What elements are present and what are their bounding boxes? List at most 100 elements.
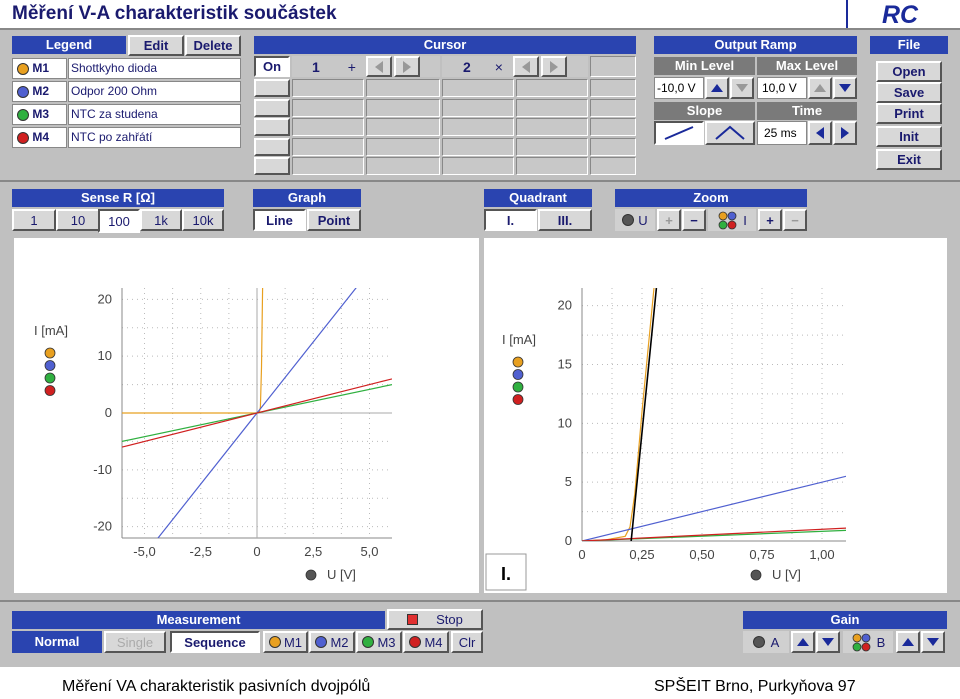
stop-button[interactable]: Stop [387, 609, 483, 630]
stop-icon [407, 614, 419, 625]
plot-quadrant-1[interactable]: 0 0,25 0,50 0,75 1,00 20 15 10 5 0 I [mA] U [V] I. [484, 238, 947, 593]
cursor-2-header: 2 × [442, 56, 588, 77]
sense-1-button[interactable]: 1 [12, 209, 56, 231]
slope-ramp-button[interactable] [654, 121, 704, 145]
legend-item-m2[interactable]: M2 Odpor 200 Ohm [12, 81, 241, 102]
legend-dot [512, 356, 524, 368]
gain-b-down-button[interactable] [921, 631, 945, 653]
m1-id: M1 [32, 61, 50, 75]
measure-m2-button[interactable]: M2 [309, 631, 355, 653]
time-label: Time [757, 102, 857, 120]
cursor-on-button[interactable]: On [254, 56, 290, 77]
y-axis-label: I [mA] [502, 332, 536, 347]
init-button[interactable]: Init [876, 126, 942, 147]
x-tick-label: 1,00 [809, 547, 834, 562]
x-axis-label: U [V] [772, 567, 801, 582]
min-level-up-button[interactable] [705, 77, 729, 99]
x-tick-label: -2,5 [190, 544, 212, 559]
application-window: Měření V-A charakteristik součástek RC L… [0, 0, 960, 667]
graph-point-button[interactable]: Point [307, 209, 361, 231]
cursor-cell [516, 157, 588, 175]
time-decrease-button[interactable] [808, 121, 832, 145]
save-button[interactable]: Save [876, 82, 942, 103]
cursor-cell [292, 118, 364, 136]
normal-mode-button[interactable]: Normal [12, 631, 102, 653]
measure-m4-button[interactable]: M4 [403, 631, 449, 653]
rc-logo: RC [882, 1, 919, 29]
plot-full-range[interactable]: -5,0 -2,5 0 2,5 5,0 20 10 0 -10 -20 I [mA] U [V] [14, 238, 479, 593]
max-level-down-button[interactable] [833, 77, 857, 99]
sense-1k-button[interactable]: 1k [140, 209, 182, 231]
m3-id: M3 [32, 107, 50, 121]
min-level-down-button[interactable] [730, 77, 754, 99]
cursor-cell [442, 157, 514, 175]
cursor-2-right-button[interactable] [540, 56, 567, 77]
m1-label: Shottkyho dioda [68, 58, 241, 79]
cursor-2-left-button[interactable] [512, 56, 539, 77]
app-title: Měření V-A charakteristik součástek [12, 3, 337, 24]
zoom-i-axis: I [708, 209, 756, 231]
zoom-i-plus-button[interactable]: + [758, 209, 782, 231]
cursor-row-toggle[interactable] [254, 98, 290, 117]
sense-100-button[interactable]: 100 [98, 209, 140, 233]
sequence-mode-button[interactable]: Sequence [170, 631, 260, 653]
m1-color-dot [17, 62, 29, 75]
cursor-cell [292, 137, 364, 156]
zoom-u-minus-button[interactable]: − [682, 209, 706, 231]
zoom-i-minus-button[interactable]: − [783, 209, 807, 231]
cursor-row-toggle[interactable] [254, 118, 290, 136]
open-button[interactable]: Open [876, 61, 942, 82]
cursor-row-toggle[interactable] [254, 79, 290, 97]
legend-item-m3[interactable]: M3 NTC za studena [12, 104, 241, 125]
x-tick-label: 5,0 [360, 544, 378, 559]
series-line-5 [630, 288, 658, 541]
zoom-u-plus-button[interactable]: + [657, 209, 681, 231]
quadrant-3-button[interactable]: III. [538, 209, 592, 231]
footer-left-caption: Měření VA charakteristik pasivních dvojp… [62, 678, 371, 695]
y-tick-label: 15 [558, 356, 572, 371]
cursor-cell [442, 79, 514, 97]
cursor-cell [366, 79, 440, 97]
sense-10k-button[interactable]: 10k [182, 209, 224, 231]
gain-b-up-button[interactable] [896, 631, 920, 653]
quadrant-1-button[interactable]: I. [484, 209, 537, 231]
measure-m1-button[interactable]: M1 [263, 631, 308, 653]
cursor-extra-cell [590, 56, 636, 77]
measure-m3-button[interactable]: M3 [356, 631, 402, 653]
legend-item-m1[interactable]: M1 Shottkyho dioda [12, 58, 241, 79]
gain-a-down-button[interactable] [816, 631, 840, 653]
edit-button[interactable]: Edit [128, 35, 184, 56]
cursor-row-toggle[interactable] [254, 137, 290, 156]
multi-dot-icon [852, 633, 871, 652]
cursor-cell [516, 118, 588, 136]
min-level-value: -10,0 V [654, 77, 704, 99]
cursor-table [254, 79, 636, 175]
slope-triangle-button[interactable] [705, 121, 755, 145]
file-header: File [870, 36, 948, 54]
triangle-ramp-icon [715, 125, 745, 140]
m2-id: M2 [32, 84, 50, 98]
cursor-row-toggle[interactable] [254, 157, 290, 175]
delete-button[interactable]: Delete [185, 35, 241, 56]
m4-label: NTC po zahřátí [68, 127, 241, 148]
cursor-cell [366, 157, 440, 175]
cursor-1-symbol: + [347, 58, 356, 75]
sense-10-button[interactable]: 10 [56, 209, 100, 231]
cursor-1-right-button[interactable] [393, 56, 420, 77]
x-tick-label: 0,25 [629, 547, 654, 562]
time-increase-button[interactable] [833, 121, 857, 145]
print-button[interactable]: Print [876, 103, 942, 124]
series-line-2 [582, 475, 846, 541]
exit-button[interactable]: Exit [876, 149, 942, 170]
stop-label: Stop [436, 612, 463, 627]
legend-item-m4[interactable]: M4 NTC po zahřátí [12, 127, 241, 148]
single-mode-button[interactable]: Single [104, 631, 166, 653]
bottom-divider [0, 600, 960, 602]
y-tick-label: 10 [558, 415, 572, 430]
gain-a-up-button[interactable] [791, 631, 815, 653]
clear-button[interactable]: Clr [451, 631, 483, 653]
cursor-1-left-button[interactable] [365, 56, 392, 77]
graph-line-button[interactable]: Line [253, 209, 306, 231]
cursor-cell [516, 137, 588, 156]
max-level-up-button[interactable] [808, 77, 832, 99]
